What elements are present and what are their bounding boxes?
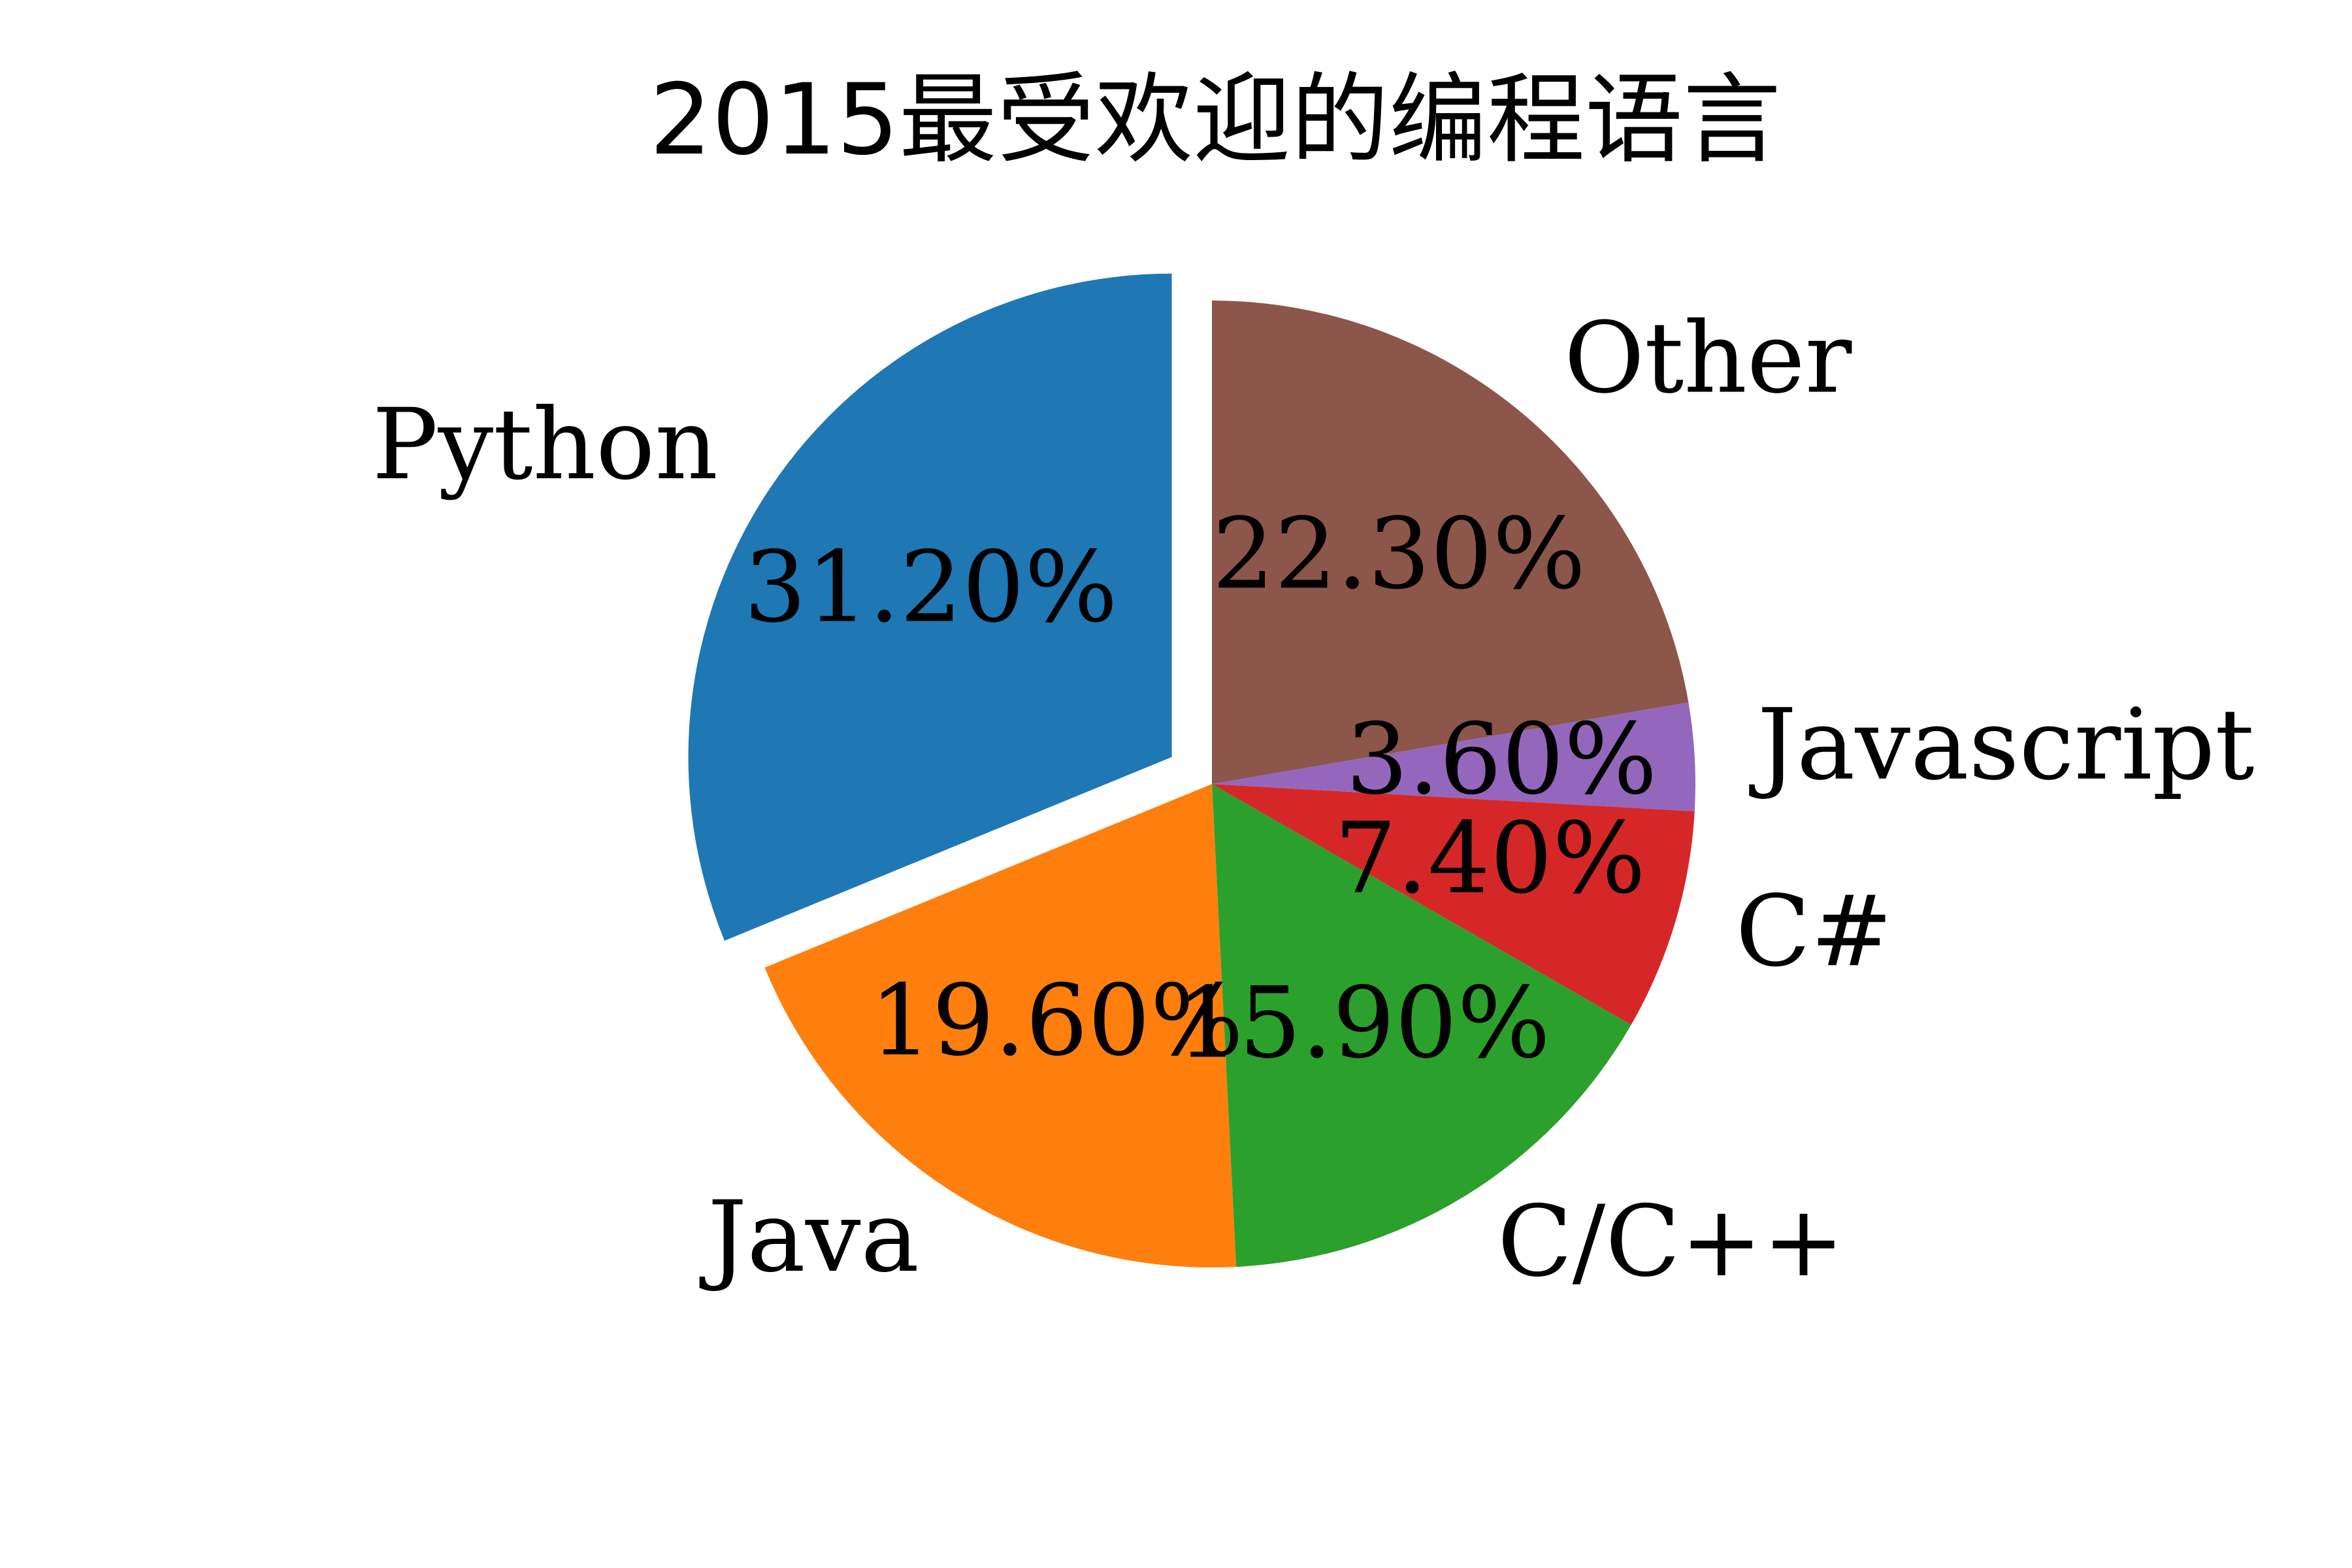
percent-label-java: 19.60% [870,964,1243,1078]
percent-label-c-c: 15.90% [1177,966,1550,1080]
slice-label-javascript: Javascript [1749,689,2255,802]
percent-labels-layer: 31.20% 19.60%15.90% 7.40%3.60% 22.30% [744,497,1658,1080]
labels-layer: Python Java C/C++ C# Javascript Other [372,302,2255,1299]
slice-label-other: Other [1564,302,1852,416]
pie-slice-python [688,273,1172,941]
chart-title: 2015最受欢迎的编程语言 [649,63,1781,177]
pie-slice-java [764,784,1237,1268]
percent-label-javascript: 3.60% [1346,703,1658,817]
pie-slice-c [1212,784,1695,1025]
pie-slice-other [1212,301,1689,784]
slice-label-c: C# [1736,875,1893,988]
slice-label-java: Java [699,1181,919,1294]
pie-slice-c-c [1212,784,1631,1267]
slice-label-python: Python [372,388,718,502]
percent-label-c: 7.40% [1334,802,1646,915]
slices-layer [688,273,1696,1268]
pie-slice-javascript [1212,702,1696,811]
percent-label-python: 31.20% [744,531,1118,644]
percent-label-other: 22.30% [1212,497,1586,611]
slice-label-c-c: C/C++ [1497,1185,1844,1299]
